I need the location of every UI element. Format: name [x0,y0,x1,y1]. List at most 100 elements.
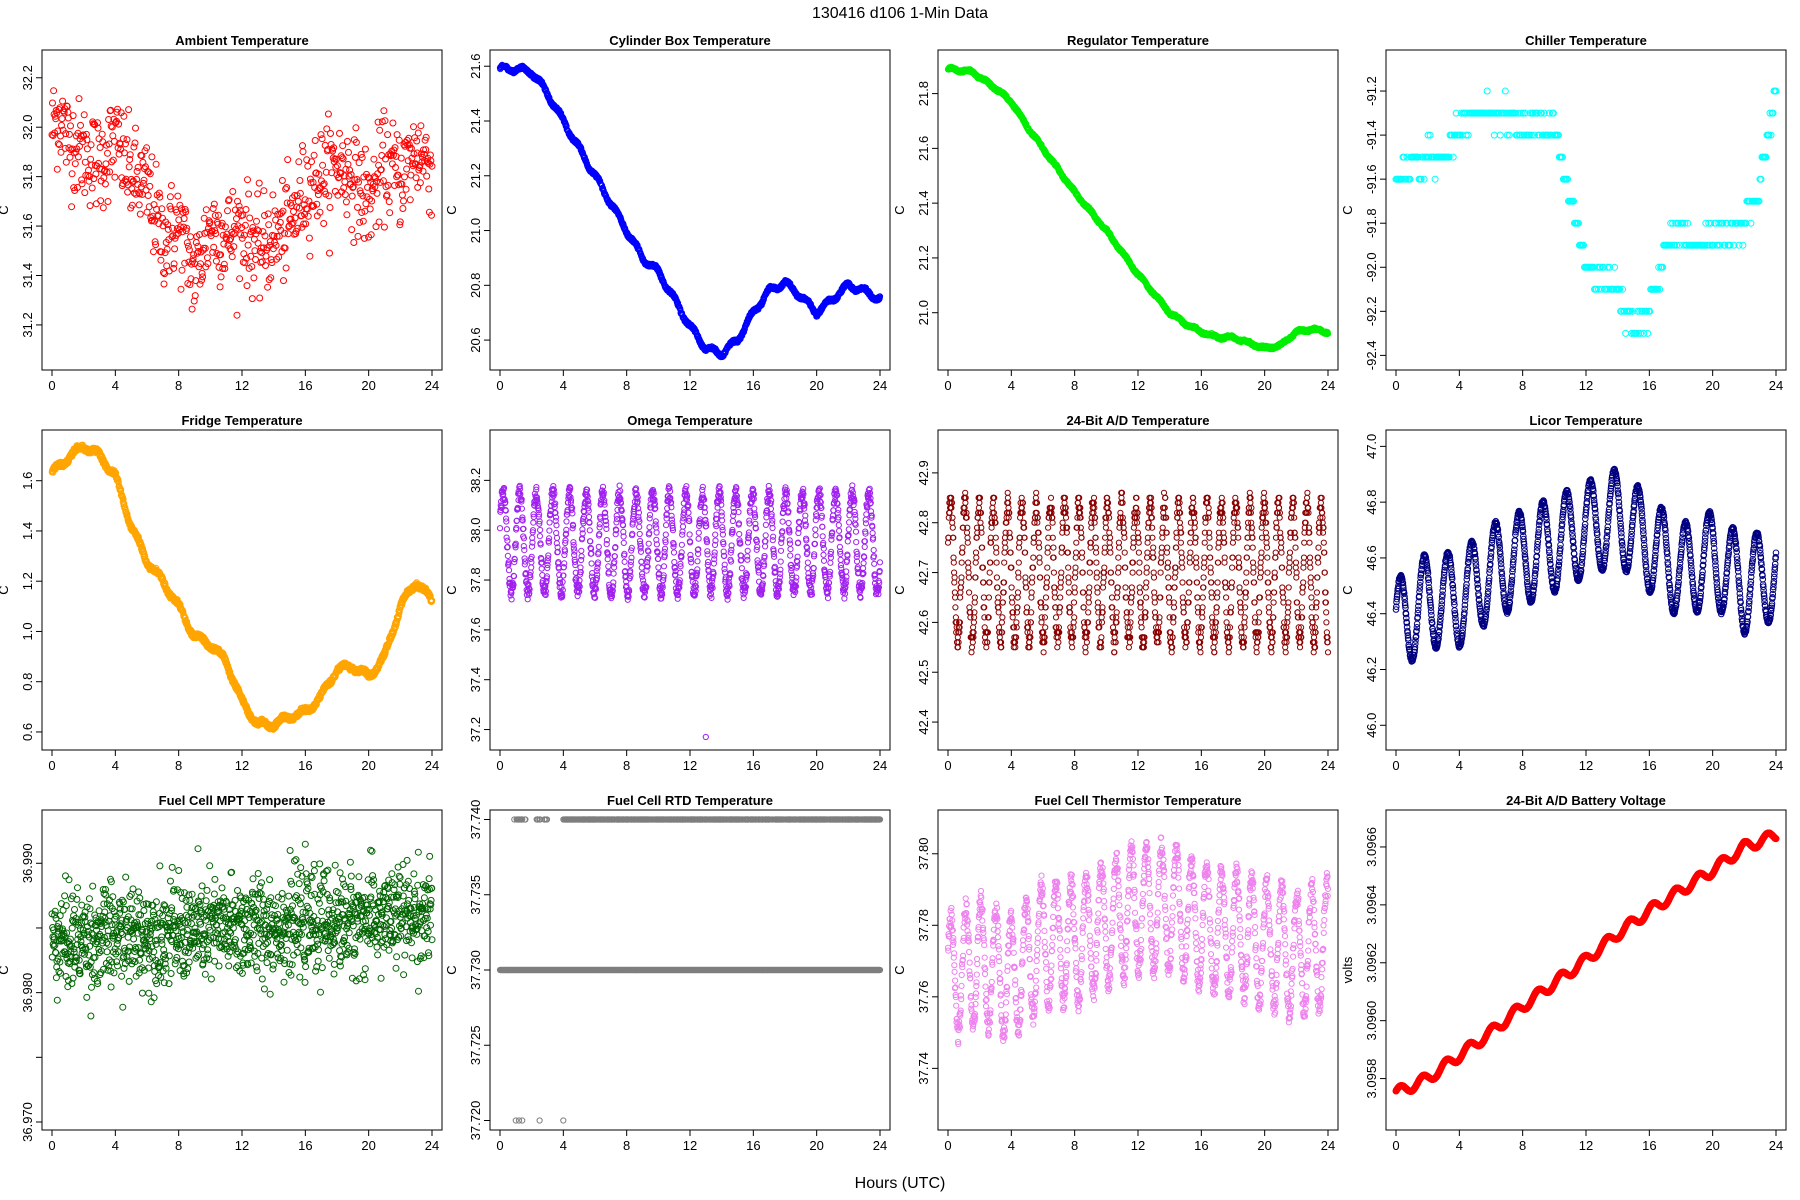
data-point [1716,241,1724,249]
data-point [296,177,304,184]
data-point [228,253,236,261]
data-point [1719,219,1727,227]
data-point [1627,307,1635,315]
data-point [1527,131,1535,139]
data-point [1597,263,1604,271]
data-point [115,150,123,158]
data-point [272,241,280,249]
data-point [217,273,225,281]
data-point [380,107,388,115]
data-point [191,292,199,300]
data-point [113,108,121,116]
data-point [147,217,155,225]
y-tick-label: 32.0 [20,115,35,140]
data-point [394,171,402,179]
data-point [419,167,427,175]
y-tick-label: 31.8 [20,164,35,189]
data-point [299,142,306,150]
y-tick-label: 21.4 [468,108,483,133]
data-point [204,260,212,268]
data-point [146,182,154,190]
x-tick-label: 24 [1321,378,1335,393]
data-point [248,295,256,303]
data-point [326,204,334,211]
data-point [97,197,105,205]
data-point [379,177,387,185]
data-point [94,124,102,132]
data-point [1525,131,1533,139]
y-tick-label: -91.2 [1364,76,1379,106]
data-point [259,228,267,236]
data-point [100,174,108,182]
data-point [1462,131,1470,139]
data-point [294,197,302,205]
data-point [65,144,73,152]
data-point [1643,307,1651,315]
data-points [1392,87,1780,337]
data-point [60,108,68,116]
data-point [216,283,224,291]
data-point [82,130,90,138]
data-point [416,179,424,187]
data-point [403,136,411,144]
y-axis-label: C [0,205,11,214]
data-point [1520,131,1528,139]
data-point [187,275,195,283]
data-point [381,117,389,125]
data-point [315,170,323,178]
data-point [620,221,627,228]
data-point [226,245,234,253]
data-point [366,195,374,203]
data-point [281,229,288,237]
data-point [278,177,286,184]
data-point [255,227,263,235]
data-point [1634,307,1642,315]
data-point [237,231,245,239]
data-point [262,262,269,269]
data-point [1549,109,1557,117]
y-tick-label: 31.4 [20,263,35,288]
data-point [145,168,153,176]
data-point [157,248,165,256]
data-point [397,154,405,162]
data-point [295,158,303,166]
data-point [1464,131,1472,139]
data-point [304,212,312,220]
data-point [1730,241,1738,249]
data-point [234,222,242,230]
data-point [201,244,209,252]
data-point [174,192,182,200]
data-point [178,266,186,274]
data-point [170,260,178,268]
data-point [417,150,425,158]
data-point [422,133,430,141]
data-point [383,191,391,199]
data-point [198,276,206,284]
data-point [182,208,190,216]
data-point [357,150,365,158]
data-point [346,166,354,174]
data-point [107,106,115,114]
data-point [109,132,117,140]
data-point [99,204,107,212]
data-point [876,293,884,300]
data-point [342,198,350,206]
data-point [1449,153,1457,161]
data-point [1742,219,1750,227]
data-point [111,173,119,181]
data-point [241,259,249,267]
data-point [1654,285,1662,293]
data-point [277,209,285,217]
data-point [101,180,109,188]
data-point [49,99,56,107]
data-point [281,244,289,252]
data-point [284,156,292,164]
data-point [354,203,361,211]
data-point [1765,131,1773,139]
x-tick-label: 20 [1705,378,1719,393]
data-point [265,221,273,229]
data-point [268,259,276,267]
data-point [221,265,229,272]
data-point [1501,87,1509,95]
data-point [320,180,328,188]
